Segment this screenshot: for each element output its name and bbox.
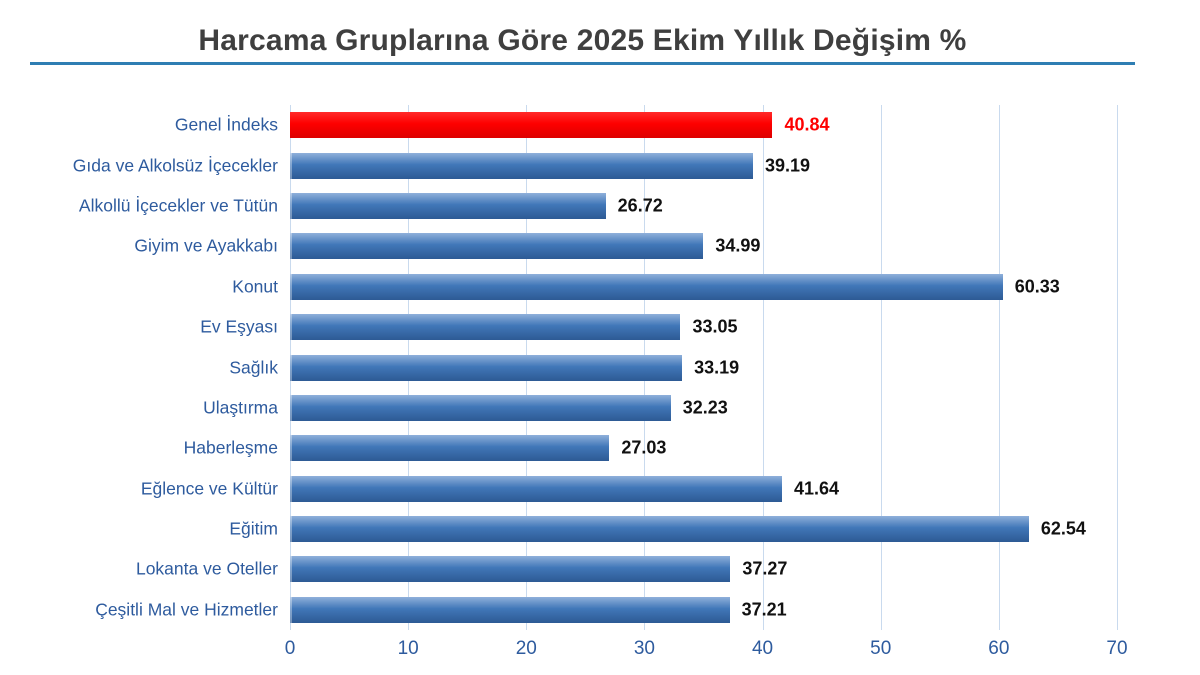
bar-row: Giyim ve Ayakkabı 34.99 — [134, 226, 1117, 266]
gridline — [762, 105, 764, 630]
value-label: 32.23 — [682, 397, 728, 418]
x-tick-label: 70 — [1106, 638, 1128, 659]
bar-row: Konut 60.33 — [232, 267, 1117, 307]
value-label: 60.33 — [1014, 276, 1060, 297]
bar-row: Lokanta ve Oteller 37.27 — [136, 549, 1117, 589]
x-tick-label: 40 — [751, 638, 774, 659]
x-tick-label: 10 — [397, 638, 419, 659]
bar-row: Ulaştırma 32.23 — [203, 388, 1117, 428]
value-label: 39.19 — [765, 155, 811, 176]
bar — [290, 475, 782, 502]
value-label: 33.05 — [692, 316, 738, 337]
bar — [290, 314, 681, 341]
bar — [290, 152, 753, 179]
category-label: Gıda ve Alkolsüz İçecekler — [72, 155, 278, 176]
bar-row: Gıda ve Alkolsüz İçecekler 39.19 — [73, 145, 1117, 185]
x-tick-label: 0 — [284, 638, 296, 659]
bar-row: Eğitim 62.54 — [229, 509, 1117, 549]
bar — [290, 354, 683, 381]
bar — [290, 596, 730, 623]
gridline — [1117, 105, 1118, 630]
x-tick-label: 30 — [633, 638, 655, 659]
x-tick-label: 60 — [988, 638, 1010, 659]
x-axis: 0 10 20 30 40 50 60 70 — [285, 638, 1128, 664]
category-label: Çeşitli Mal ve Hizmetler — [95, 599, 278, 620]
bar-rows: Genel İndeks 40.84 Gıda ve Alkolsüz İçecek… — [73, 105, 1117, 630]
value-label: 34.99 — [715, 235, 761, 256]
value-label: 26.72 — [617, 195, 663, 216]
category-label: Ev Eşyası — [200, 316, 278, 337]
value-label: 62.54 — [1040, 518, 1086, 539]
bar-row: Eğlence ve Kültür 41.64 — [141, 469, 1117, 509]
bar-row: Haberleşme 27.03 — [184, 428, 1117, 468]
category-label: Konut — [232, 276, 278, 297]
value-label: 40.84 — [784, 114, 830, 135]
title-block: Harcama Gruplarına Göre 2025 Ekim Yıllık… — [30, 0, 1135, 65]
chart-title: Harcama Gruplarına Göre 2025 Ekim Yıllık… — [198, 24, 967, 57]
bar — [290, 516, 1029, 543]
category-label: Alkollü İçecekler ve Tütün — [78, 195, 278, 216]
value-label: 37.21 — [741, 599, 787, 620]
bar — [290, 233, 704, 260]
category-label: Giyim ve Ayakkabı — [134, 235, 278, 256]
value-label: 41.64 — [793, 478, 839, 499]
category-label: Eğlence ve Kültür — [140, 478, 278, 499]
bar — [290, 394, 671, 421]
category-label: Haberleşme — [183, 437, 278, 458]
gridline — [998, 105, 1000, 630]
value-label: 37.27 — [742, 558, 788, 579]
bar-row: Ev Eşyası 33.05 — [200, 307, 1117, 347]
bar — [290, 192, 606, 219]
gridline — [880, 105, 882, 630]
bar-row: Sağlık 33.19 — [229, 347, 1117, 387]
bar-row: Çeşitli Mal ve Hizmetler 37.21 — [95, 590, 1117, 630]
plot-area: Genel İndeks 40.84 Gıda ve Alkolsüz İçecek… — [73, 105, 1118, 630]
category-label: Eğitim — [229, 518, 278, 539]
highlight-bar — [290, 112, 773, 139]
bar — [290, 435, 610, 462]
x-tick-label: 50 — [870, 638, 892, 659]
category-label: Genel İndeks — [174, 114, 278, 135]
category-label: Sağlık — [229, 357, 278, 378]
x-tick-label: 20 — [515, 638, 537, 659]
bar — [290, 273, 1003, 300]
category-label: Ulaştırma — [203, 397, 278, 418]
bar — [290, 556, 731, 583]
category-label: Lokanta ve Oteller — [135, 558, 278, 579]
value-label: 27.03 — [621, 437, 667, 458]
value-label: 33.19 — [694, 357, 740, 378]
bar-row: Genel İndeks 40.84 — [175, 105, 1117, 145]
bar-row: Alkollü İçecekler ve Tütün 26.72 — [79, 186, 1117, 226]
